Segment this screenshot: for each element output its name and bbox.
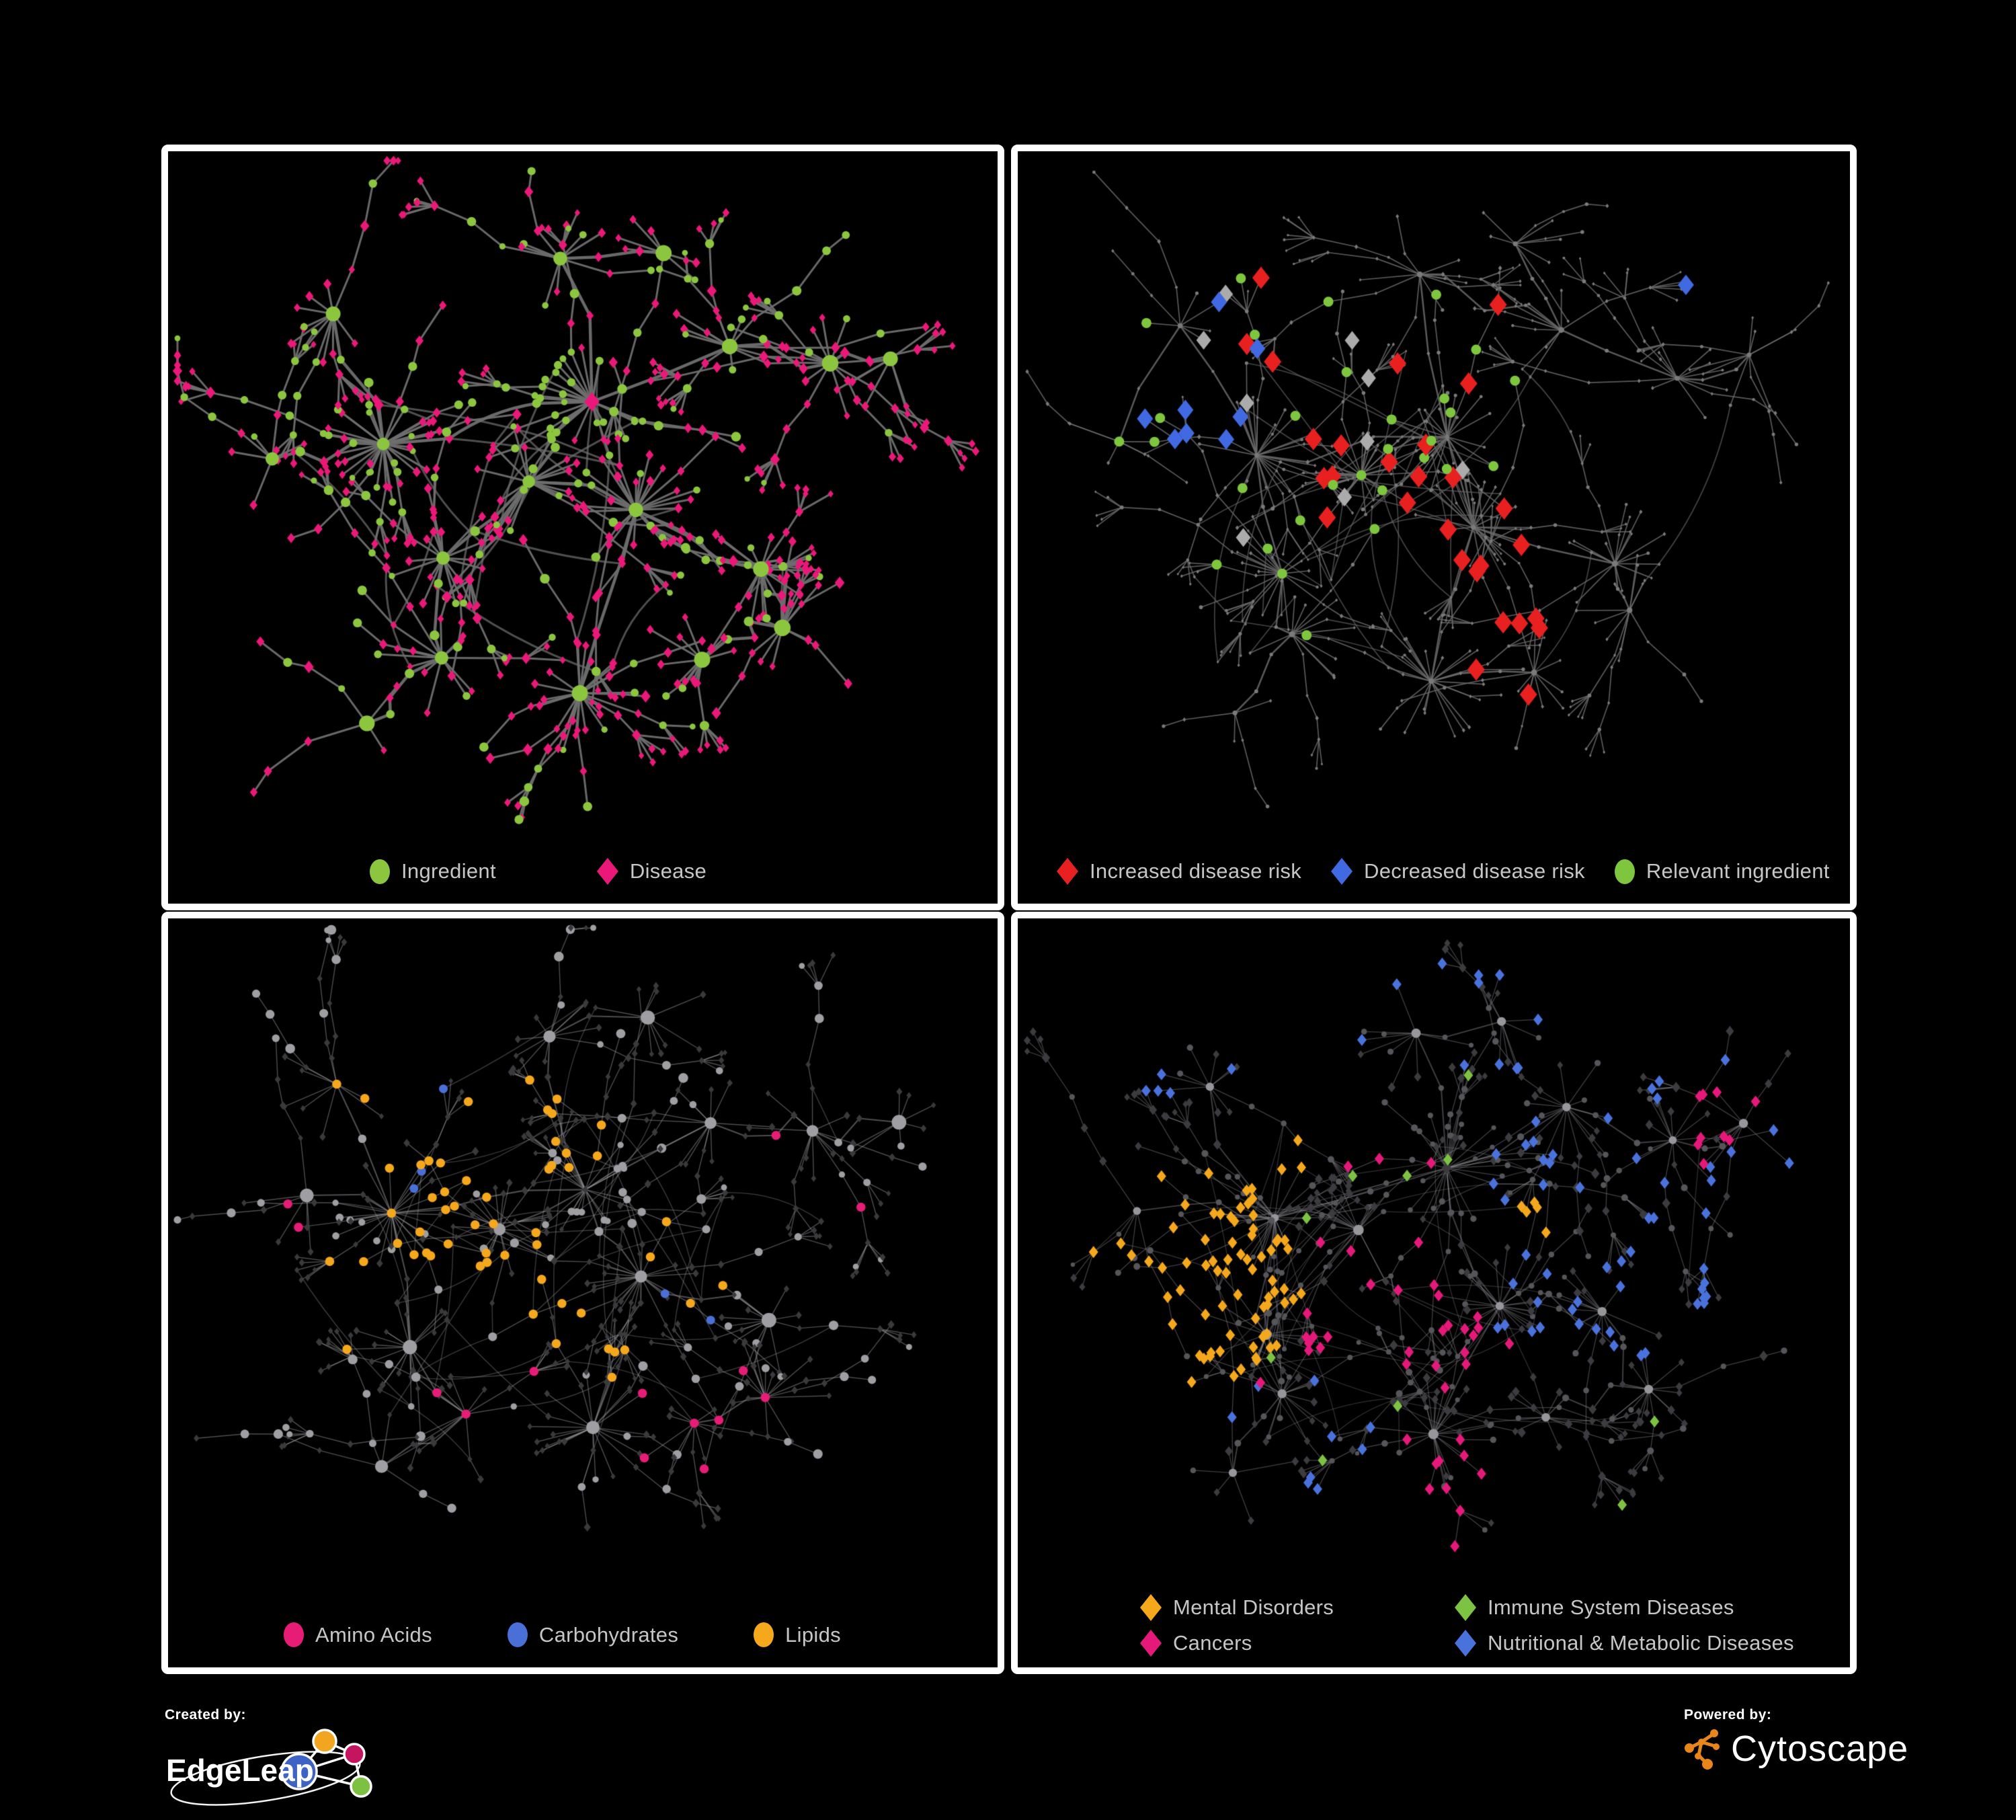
edgeleap-blue-node-icon	[280, 1753, 318, 1790]
legend-item: Amino Acids	[284, 1622, 432, 1647]
legend-disease-classes: Mental Disorders Immune System Diseases …	[1018, 1594, 1850, 1657]
edgeleap-wordmark: EdgeLeap	[166, 1753, 314, 1788]
legend-label: Immune System Diseases	[1488, 1595, 1734, 1619]
legend-label: Mental Disorders	[1173, 1595, 1334, 1619]
legend-item: Carbohydrates	[507, 1622, 679, 1647]
legend-disease-risk: Increased disease risk Decreased disease…	[1018, 858, 1850, 885]
legend-item: Mental Disorders	[1140, 1594, 1394, 1621]
lipids-circle-icon	[754, 1622, 774, 1647]
legend-item: Nutritional & Metabolic Diseases	[1455, 1630, 1794, 1657]
decreased-risk-diamond-icon	[1331, 858, 1353, 885]
legend-label: Relevant ingredient	[1646, 859, 1830, 883]
legend-item: Relevant ingredient	[1614, 859, 1830, 884]
legend-item: Increased disease risk	[1057, 858, 1301, 885]
disease-diamond-icon	[596, 858, 618, 885]
edgeleap-orange-node-icon	[312, 1729, 337, 1754]
panel-ingredient-classes-network: Amino Acids Carbohydrates Lipids	[161, 912, 1004, 1674]
legend-item: Decreased disease risk	[1331, 858, 1585, 885]
mental-disorders-diamond-icon	[1140, 1594, 1162, 1621]
panel-ingredient-disease-network: Ingredient Disease	[161, 145, 1004, 910]
legend-label: Disease	[629, 859, 707, 883]
network-canvas-ingredient-disease	[168, 151, 998, 904]
network-canvas-disease-risk	[1018, 151, 1850, 904]
legend-item: Ingredient	[370, 859, 496, 884]
panel-disease-classes-network: Mental Disorders Immune System Diseases …	[1011, 912, 1857, 1674]
edgeleap-magenta-node-icon	[343, 1743, 366, 1766]
cytoscape-nodes	[1685, 1729, 1720, 1770]
amino-acids-circle-icon	[284, 1622, 304, 1647]
immune-system-diseases-diamond-icon	[1455, 1594, 1476, 1621]
cancers-diamond-icon	[1140, 1630, 1162, 1657]
powered-by-credit: Powered by: Cytosc	[1684, 1707, 1908, 1770]
ingredient-circle-icon	[370, 859, 390, 884]
legend-label: Increased disease risk	[1090, 859, 1302, 883]
panel-disease-risk-network: Increased disease risk Decreased disease…	[1011, 145, 1857, 910]
network-canvas-ingredient-classes	[168, 918, 998, 1667]
legend-label: Lipids	[785, 1622, 841, 1647]
network-canvas-disease-classes	[1018, 918, 1850, 1667]
cytoscape-logo-icon	[1685, 1729, 1720, 1770]
legend-label: Nutritional & Metabolic Diseases	[1488, 1631, 1794, 1655]
cytoscape-wordmark: Cytoscape	[1731, 1729, 1909, 1769]
legend-ingredient-classes: Amino Acids Carbohydrates Lipids	[168, 1622, 998, 1647]
legend-label: Amino Acids	[315, 1622, 432, 1647]
carbohydrates-circle-icon	[507, 1622, 528, 1647]
legend-label: Cancers	[1173, 1631, 1252, 1655]
legend-item: Disease	[596, 858, 707, 885]
legend-label: Carbohydrates	[538, 1622, 679, 1647]
legend-item: Cancers	[1140, 1630, 1394, 1657]
legend-item: Lipids	[754, 1622, 841, 1647]
relevant-ingredient-circle-icon	[1614, 859, 1635, 884]
nutritional-metabolic-diseases-diamond-icon	[1455, 1630, 1476, 1657]
increased-risk-diamond-icon	[1057, 858, 1078, 885]
created-by-credit: Created by: EdgeLeap	[165, 1707, 380, 1807]
created-by-label: Created by:	[165, 1707, 247, 1723]
edgeleap-logo: EdgeLeap	[166, 1729, 372, 1806]
powered-by-label: Powered by:	[1684, 1707, 1772, 1723]
legend-label: Decreased disease risk	[1364, 859, 1585, 883]
legend-ingredient-disease: Ingredient Disease	[168, 858, 998, 885]
legend-item: Immune System Diseases	[1455, 1594, 1794, 1621]
legend-label: Ingredient	[401, 859, 496, 883]
edgeleap-green-node-icon	[350, 1775, 372, 1798]
